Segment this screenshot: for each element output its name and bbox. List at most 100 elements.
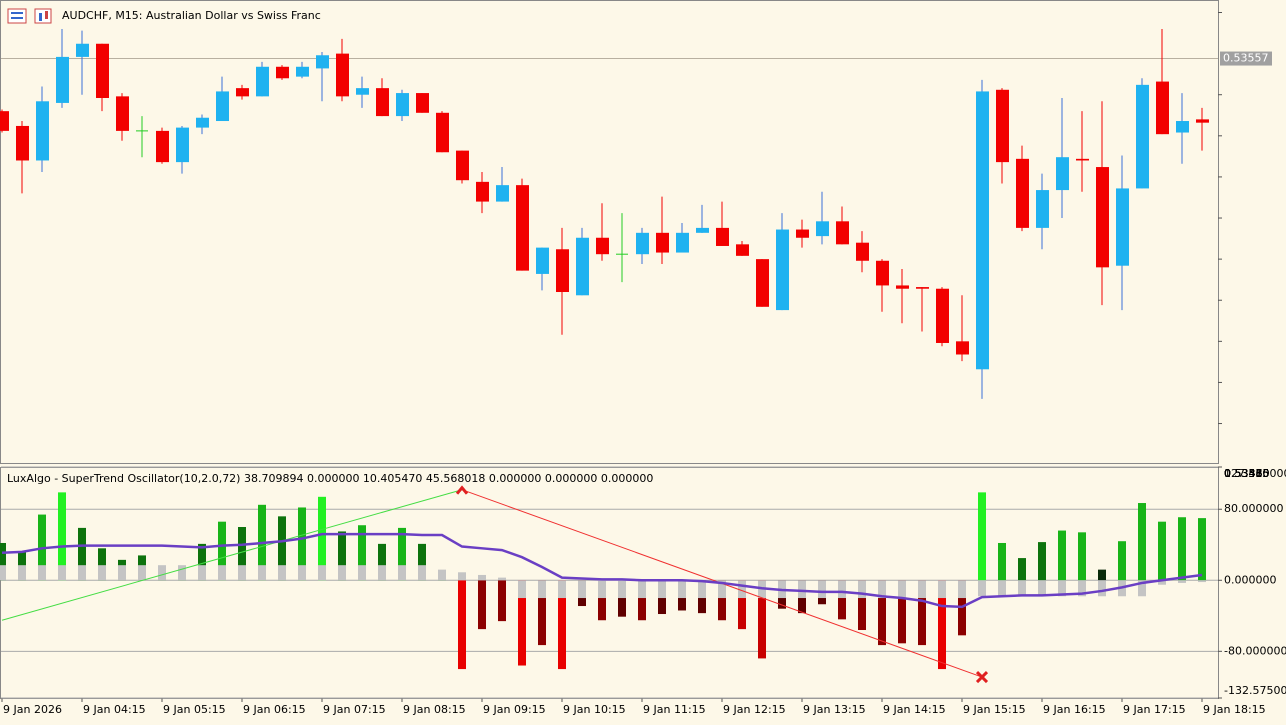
amplitude-bar [338, 565, 346, 581]
y-tick-label: 0.53360 [1224, 467, 1270, 480]
candle-body [696, 227, 709, 233]
oscillator-bar [998, 542, 1006, 581]
amplitude-bar [98, 565, 106, 581]
icon [45, 11, 48, 19]
candle-body [1016, 158, 1029, 228]
candle-body [1116, 188, 1129, 266]
amplitude-bar [1058, 580, 1066, 597]
amplitude-bar [1098, 580, 1106, 597]
x-tick-label: 9 Jan 12:15 [723, 703, 786, 716]
amplitude-bar [978, 580, 986, 597]
amplitude-bar [938, 580, 946, 599]
amplitude-bar [638, 580, 646, 599]
candle-body [716, 227, 729, 246]
oscillator-bar [1018, 558, 1026, 581]
amplitude-bar [798, 580, 806, 599]
amplitude-bar [118, 565, 126, 581]
oscillator-bar [838, 580, 846, 620]
y-tick-label: -132.575000 [1224, 684, 1286, 697]
candle-body [1176, 121, 1189, 133]
oscillator-bar [78, 527, 86, 581]
candle-body [436, 112, 449, 153]
y-tick-label: 0.53585 [1224, 467, 1270, 480]
oscillator-panel [0, 467, 1219, 699]
oscillator-bar [1138, 503, 1146, 581]
candle-body [1156, 81, 1169, 135]
amplitude-bar [538, 580, 546, 599]
y-tick-label: 0.53510 [1224, 467, 1270, 480]
current-price-box [1220, 51, 1272, 66]
indicator-title: LuxAlgo - SuperTrend Oscillator(10,2.0,7… [7, 472, 653, 485]
candle-body [1076, 158, 1089, 161]
oscillator-bar [898, 580, 906, 644]
candle-body [256, 66, 269, 97]
main-panel [0, 0, 1219, 464]
amplitude-bar [998, 580, 1006, 597]
amplitude-bar [298, 565, 306, 581]
candle-body [296, 66, 309, 77]
candle-body [776, 229, 789, 311]
oscillator-bar [738, 580, 746, 630]
y-tick-label: 127.575000 [1224, 467, 1286, 480]
candle-body [0, 111, 9, 131]
x-tick-label: 9 Jan 05:15 [163, 703, 226, 716]
amplitude-bar [1178, 580, 1186, 583]
candle-body [876, 260, 889, 286]
y-tick-label: 0.53460 [1224, 467, 1270, 480]
candle-body [416, 93, 429, 113]
candle-body [936, 288, 949, 343]
oscillator-bar [1118, 541, 1126, 581]
amplitude-bar [738, 580, 746, 599]
amplitude-bar [318, 565, 326, 581]
oscillator-bar [298, 507, 306, 581]
candle-body [316, 55, 329, 69]
amplitude-bar [78, 565, 86, 581]
x-tick-label: 9 Jan 17:15 [1123, 703, 1186, 716]
oscillator-bar [598, 580, 606, 621]
amplitude-bar [238, 565, 246, 581]
amplitude-bar [718, 580, 726, 599]
oscillator-bar [58, 492, 66, 581]
amplitude-bar [898, 580, 906, 599]
oscillator-bar [198, 543, 206, 581]
candle-body [76, 43, 89, 57]
amplitude-bar [1018, 580, 1026, 597]
oscillator-bar [238, 527, 246, 581]
y-tick-label: 0.53435 [1224, 467, 1270, 480]
candle-body [976, 91, 989, 370]
y-tick-label: 0.53535 [1224, 467, 1270, 480]
amplitude-bar [618, 580, 626, 599]
amplitude-bar [1198, 580, 1206, 583]
x-tick-label: 9 Jan 16:15 [1043, 703, 1106, 716]
amplitude-bar [438, 569, 446, 581]
x-tick-label: 9 Jan 08:15 [403, 703, 466, 716]
trendline [1, 489, 463, 621]
amplitude-bar [138, 565, 146, 581]
oscillator-bar [398, 527, 406, 581]
oscillator-bar [918, 580, 926, 646]
icon [11, 12, 23, 14]
amplitude-bar [278, 565, 286, 581]
oscillator-bar [98, 548, 106, 581]
candle-body [796, 229, 809, 238]
marker-cross [975, 671, 989, 684]
candle-body [756, 259, 769, 307]
amplitude-bar [1038, 580, 1046, 597]
oscillator-bar [498, 580, 506, 622]
icon [7, 8, 27, 24]
y-tick-label: 0.000000 [1224, 573, 1277, 586]
amplitude-bar [678, 580, 686, 599]
oscillator-bar [338, 531, 346, 581]
x-tick-label: 9 Jan 04:15 [83, 703, 146, 716]
oscillator-bar [418, 543, 426, 581]
amplitude-bar [918, 580, 926, 599]
x-tick-label: 9 Jan 10:15 [563, 703, 626, 716]
y-tick-label: 0.53335 [1224, 467, 1270, 480]
amplitude-bar [1158, 580, 1166, 585]
candle-body [96, 43, 109, 99]
icon [39, 13, 42, 21]
oscillator-bar [758, 580, 766, 659]
x-tick-label: 9 Jan 09:15 [483, 703, 546, 716]
